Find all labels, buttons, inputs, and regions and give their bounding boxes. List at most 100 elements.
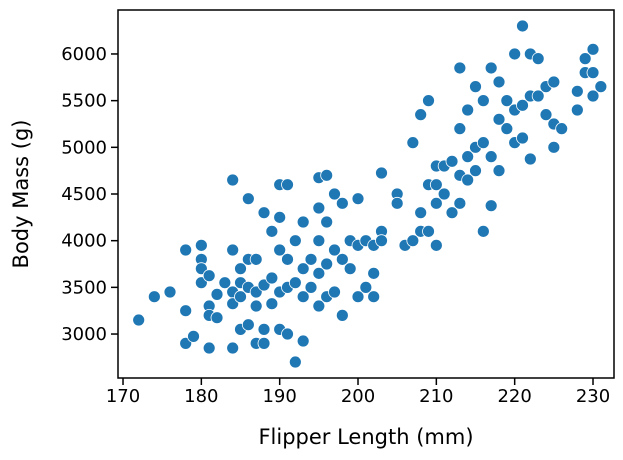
y-tick-label: 4000 [61, 231, 107, 252]
point [570, 84, 584, 98]
point [343, 262, 357, 276]
point [351, 290, 365, 304]
point [296, 290, 310, 304]
point [594, 80, 608, 94]
point [422, 224, 435, 238]
point [476, 136, 490, 150]
x-tick-label: 190 [262, 386, 296, 407]
point [453, 196, 467, 210]
point [586, 89, 600, 103]
y-tick-label: 3500 [61, 277, 107, 298]
point [492, 75, 506, 89]
point [281, 178, 294, 192]
point [531, 52, 545, 66]
point [132, 313, 146, 327]
point [312, 299, 326, 313]
point [531, 89, 545, 103]
point [265, 271, 279, 285]
point [406, 136, 420, 150]
point [202, 269, 216, 283]
point [484, 61, 498, 75]
point [422, 94, 435, 108]
point [555, 122, 569, 136]
point [500, 94, 514, 108]
point [194, 238, 208, 252]
point [234, 262, 247, 276]
point [281, 252, 294, 266]
point [281, 327, 294, 341]
point [516, 19, 529, 33]
point [461, 150, 475, 164]
x-tick-label: 170 [106, 386, 140, 407]
point [367, 290, 381, 304]
point [414, 108, 428, 122]
point [202, 341, 216, 355]
point [484, 150, 498, 164]
point [500, 122, 514, 136]
point [492, 112, 506, 126]
point [547, 75, 561, 89]
point [320, 257, 334, 271]
point [241, 318, 255, 332]
point [476, 94, 490, 108]
point [429, 196, 443, 210]
point [335, 252, 349, 266]
point [320, 168, 334, 182]
point [328, 285, 341, 299]
point [523, 152, 537, 166]
point [187, 329, 200, 343]
point [304, 252, 318, 266]
point [249, 299, 263, 313]
point [210, 287, 224, 301]
point [461, 173, 475, 187]
point [586, 66, 600, 80]
point [335, 308, 349, 322]
point [484, 199, 498, 213]
point [508, 47, 522, 61]
point [179, 304, 193, 318]
point [429, 178, 443, 192]
point [469, 164, 482, 178]
point [210, 311, 224, 325]
point [288, 234, 302, 248]
point [241, 192, 255, 206]
point [359, 280, 373, 294]
point [406, 234, 420, 248]
point [226, 341, 240, 355]
point [367, 266, 381, 280]
point [437, 187, 451, 201]
point [375, 166, 388, 180]
point [234, 290, 247, 304]
point [476, 224, 490, 238]
point [547, 140, 561, 154]
x-tick-label: 210 [419, 386, 453, 407]
y-tick-label: 6000 [61, 44, 107, 65]
x-axis-label: Flipper Length (mm) [258, 425, 473, 449]
x-tick-label: 230 [576, 386, 610, 407]
point [312, 234, 326, 248]
point [429, 238, 443, 252]
point [296, 262, 310, 276]
point [226, 243, 240, 257]
point [296, 215, 310, 229]
point [179, 243, 193, 257]
x-tick-label: 200 [341, 386, 375, 407]
point [390, 196, 404, 210]
point [257, 336, 271, 350]
y-tick-label: 4500 [61, 184, 107, 205]
point [453, 122, 467, 136]
point [273, 243, 287, 257]
point [492, 164, 506, 178]
point [445, 154, 459, 168]
point [273, 210, 287, 224]
point [320, 215, 334, 229]
point [539, 108, 553, 122]
point [570, 103, 584, 117]
point [265, 224, 279, 238]
y-tick-label: 3000 [61, 324, 107, 345]
point [312, 266, 326, 280]
point [147, 290, 161, 304]
point [461, 103, 475, 117]
point [328, 187, 341, 201]
